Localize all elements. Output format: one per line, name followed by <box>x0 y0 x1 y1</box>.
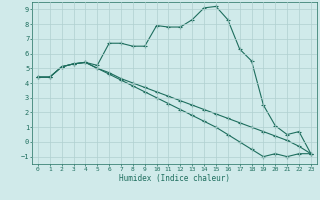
X-axis label: Humidex (Indice chaleur): Humidex (Indice chaleur) <box>119 174 230 183</box>
